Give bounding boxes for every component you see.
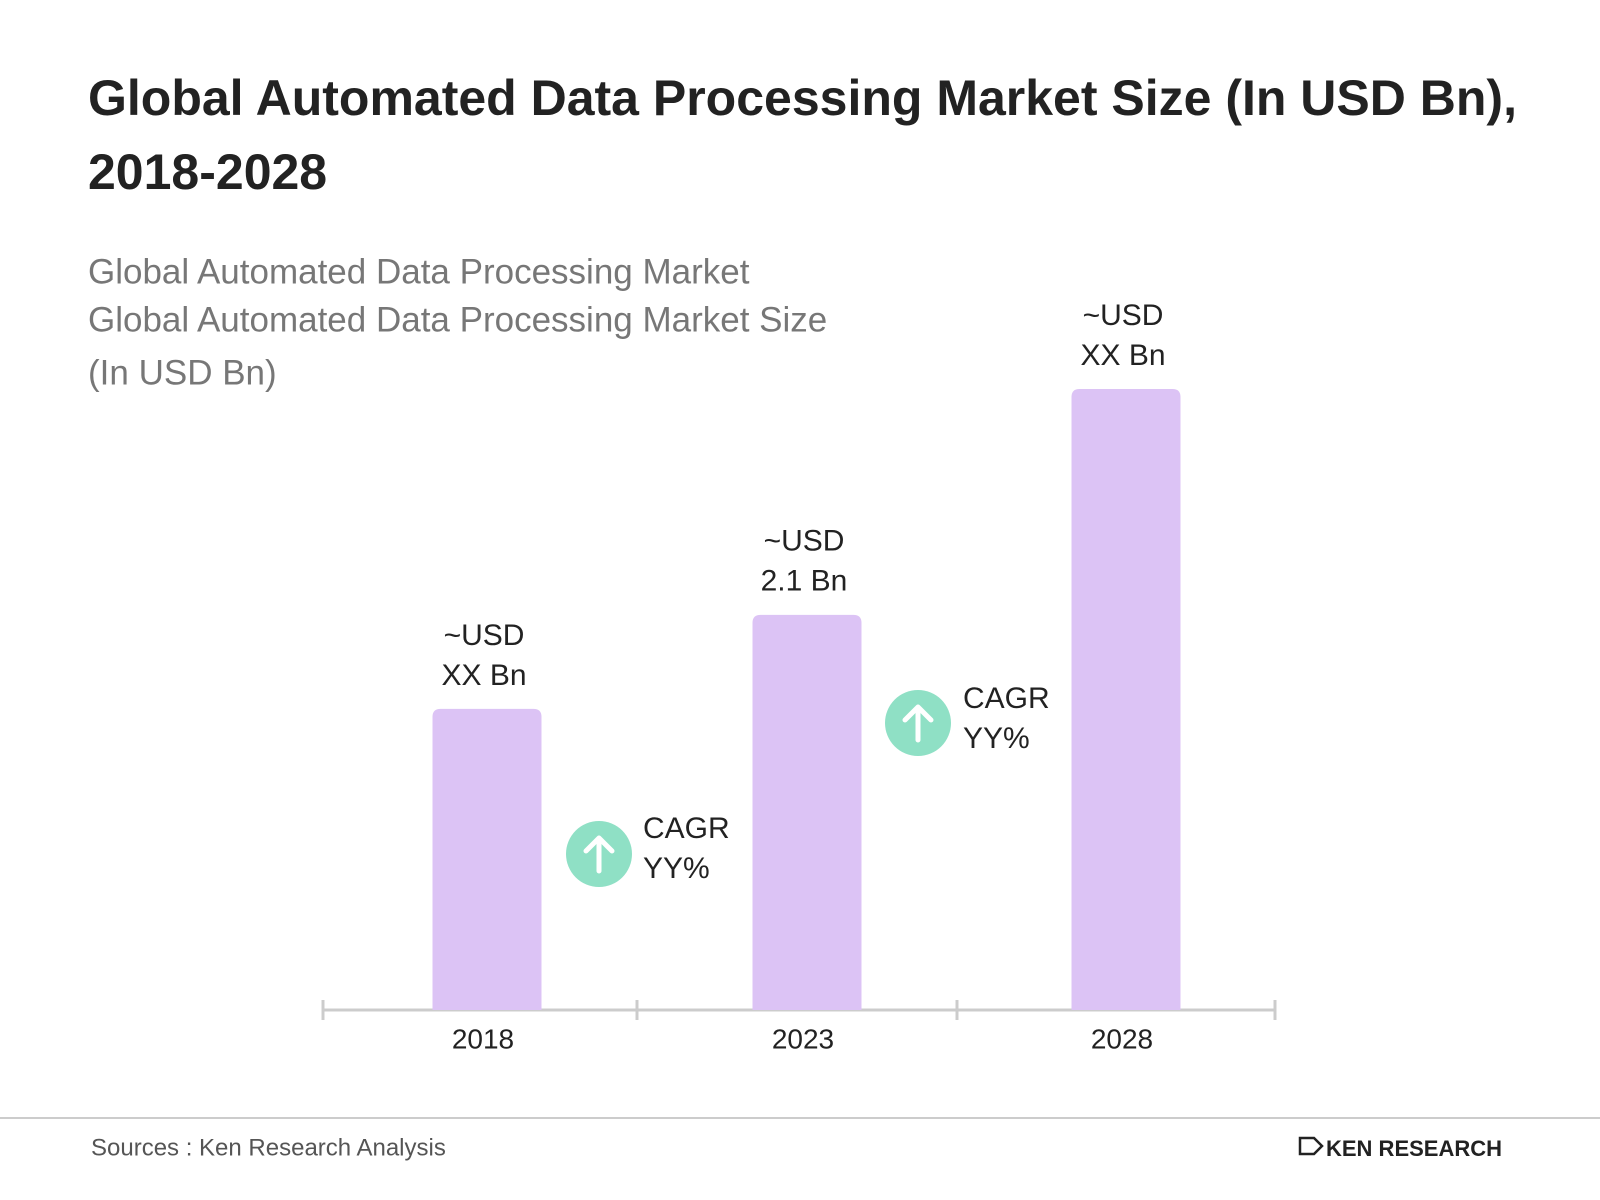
brand-logo: KEN RESEARCH <box>1298 1136 1502 1161</box>
bar <box>432 708 542 1010</box>
x-tick-label: 2028 <box>1091 1023 1153 1054</box>
cagr-label: CAGR <box>643 812 730 845</box>
x-tick-label: 2018 <box>452 1023 514 1054</box>
value-label: ~USD <box>444 619 525 652</box>
bar <box>752 614 862 1010</box>
brand: KEN RESEARCH <box>1326 1136 1502 1161</box>
chart-title: 2018-2028 <box>88 144 327 200</box>
subtitle: Global Automated Data Processing Market … <box>88 300 827 339</box>
bar <box>1071 389 1181 1010</box>
cagr-label: YY% <box>963 722 1030 755</box>
cagr-arrow <box>902 704 934 743</box>
value-label: XX Bn <box>1080 339 1165 372</box>
cagr-label: CAGR <box>963 682 1050 715</box>
cagr-arrow <box>583 835 615 874</box>
source: Sources : Ken Research Analysis <box>91 1134 446 1161</box>
x-tick-label: 2023 <box>772 1023 834 1054</box>
subtitle: Global Automated Data Processing Market <box>88 252 750 291</box>
value-label: ~USD <box>764 525 845 558</box>
subtitle: (In USD Bn) <box>88 353 277 392</box>
value-label: 2.1 Bn <box>761 565 848 598</box>
cagr-label: YY% <box>643 852 710 885</box>
value-label: ~USD <box>1083 299 1164 332</box>
chart-title: Global Automated Data Processing Market … <box>88 70 1517 126</box>
value-label: XX Bn <box>441 659 526 692</box>
